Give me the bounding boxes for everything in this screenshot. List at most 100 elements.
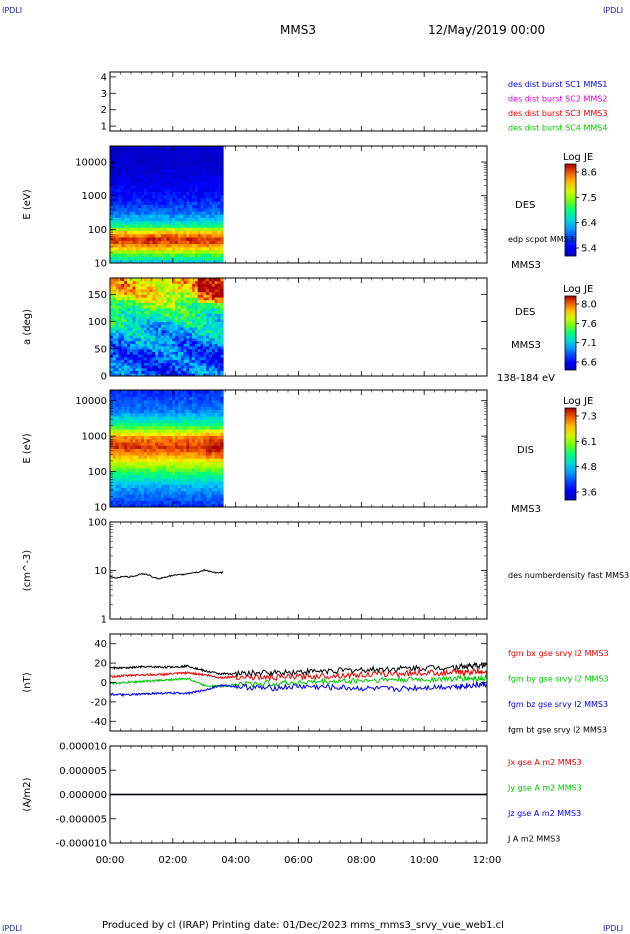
spectrogram-cell — [110, 343, 114, 347]
spectrogram-cell — [177, 494, 182, 498]
spectrogram-cell — [110, 207, 114, 212]
spectrogram-cell — [155, 329, 159, 333]
spectrogram-cell — [208, 159, 213, 163]
spectrogram-cell — [217, 230, 221, 235]
spectrogram-cell — [115, 327, 119, 331]
spectrogram-cell — [206, 155, 210, 160]
spectrogram-cell — [186, 175, 190, 179]
spectrogram-cell — [110, 370, 114, 374]
spectrogram-cell — [183, 487, 187, 492]
spectrogram-cell — [186, 373, 190, 377]
spectrogram-cell — [141, 348, 145, 352]
spectrogram-cell — [135, 240, 139, 244]
spectrogram-cell — [166, 416, 170, 420]
spectrogram-cell — [186, 146, 190, 150]
spectrogram-cell — [149, 487, 153, 492]
spectrogram-cell — [180, 165, 185, 170]
panel-side-label: MMS3 — [511, 504, 541, 515]
spectrogram-cell — [166, 474, 170, 479]
spectrogram-cell — [206, 172, 210, 176]
spectrogram-cell — [135, 227, 139, 231]
spectrogram-cell — [192, 152, 196, 157]
spectrogram-cell — [160, 422, 165, 427]
spectrogram-cell — [200, 455, 204, 459]
spectrogram-cell — [214, 291, 218, 295]
spectrogram-cell — [200, 435, 204, 440]
spectrogram-cell — [192, 494, 196, 498]
spectrogram-cell — [166, 445, 170, 449]
spectrogram-cell — [138, 356, 142, 361]
spectrogram-cell — [177, 310, 182, 314]
spectrogram-cell — [194, 367, 199, 372]
spectrogram-cell — [146, 435, 151, 440]
spectrogram-cell — [180, 286, 185, 290]
spectrogram-cell — [110, 155, 114, 160]
spectrogram-cell — [203, 497, 207, 501]
spectrogram-cell — [129, 348, 134, 352]
spectrogram-cell — [163, 194, 168, 199]
spectrogram-cell — [203, 321, 207, 325]
spectrogram-cell — [186, 419, 190, 423]
spectrogram-cell — [124, 451, 128, 456]
spectrogram-cell — [124, 172, 128, 176]
spectrogram-cell — [135, 403, 139, 407]
spectrogram-cell — [110, 490, 114, 495]
spectrogram-cell — [217, 337, 221, 342]
spectrogram-cell — [115, 340, 119, 344]
spectrogram-cell — [160, 283, 165, 287]
spectrogram-cell — [146, 474, 151, 479]
spectrogram-cell — [143, 278, 148, 282]
spectrogram-cell — [203, 191, 207, 196]
spectrogram-cell — [141, 438, 145, 443]
spectrogram-cell — [175, 198, 179, 202]
spectrogram-cell — [115, 324, 119, 328]
spectrogram-cell — [197, 217, 201, 222]
spectrogram-cell — [152, 367, 156, 372]
spectrogram-cell — [138, 354, 142, 358]
spectrogram-cell — [208, 359, 213, 363]
spectrogram-cell — [194, 321, 199, 325]
spectrogram-cell — [203, 348, 207, 352]
spectrogram-cell — [129, 340, 134, 344]
spectrogram-cell — [169, 297, 173, 301]
spectrogram-cell — [189, 211, 193, 215]
spectrogram-cell — [220, 302, 224, 306]
spectrogram-cell — [118, 149, 122, 153]
spectrogram-cell — [175, 294, 179, 298]
spectrogram-cell — [135, 316, 139, 320]
spectrogram-cell — [192, 471, 196, 475]
spectrogram-cell — [211, 422, 216, 427]
spectrogram-cell — [160, 307, 165, 312]
spectrogram-cell — [220, 246, 224, 251]
spectrogram-cell — [211, 149, 216, 153]
spectrogram-cell — [155, 217, 159, 222]
spectrogram-cell — [180, 455, 185, 459]
spectrogram-cell — [129, 390, 134, 394]
spectrogram-cell — [129, 288, 134, 293]
spectrogram-cell — [160, 425, 165, 430]
spectrogram-cell — [175, 373, 179, 377]
spectrogram-cell — [183, 172, 187, 176]
spectrogram-cell — [203, 181, 207, 186]
spectrogram-cell — [169, 286, 173, 290]
spectrogram-cell — [149, 399, 153, 404]
spectrogram-cell — [135, 335, 139, 339]
spectrogram-cell — [132, 390, 136, 394]
spectrogram-cell — [172, 185, 176, 189]
spectrogram-cell — [155, 307, 159, 312]
spectrogram-cell — [132, 373, 136, 377]
spectrogram-cell — [166, 429, 170, 433]
spectrogram-cell — [220, 484, 224, 488]
spectrogram-cell — [118, 327, 122, 331]
spectrogram-cell — [110, 240, 114, 244]
spectrogram-cell — [110, 243, 114, 248]
spectrogram-cell — [206, 406, 210, 410]
spectrogram-cell — [203, 278, 207, 282]
spectrogram-cell — [194, 451, 199, 456]
spectrogram-cell — [149, 278, 153, 282]
spectrogram-cell — [169, 329, 173, 333]
spectrogram-cell — [129, 406, 134, 410]
y-tick-label: 4 — [101, 72, 107, 83]
spectrogram-cell — [158, 346, 162, 350]
spectrogram-cell — [180, 487, 185, 492]
